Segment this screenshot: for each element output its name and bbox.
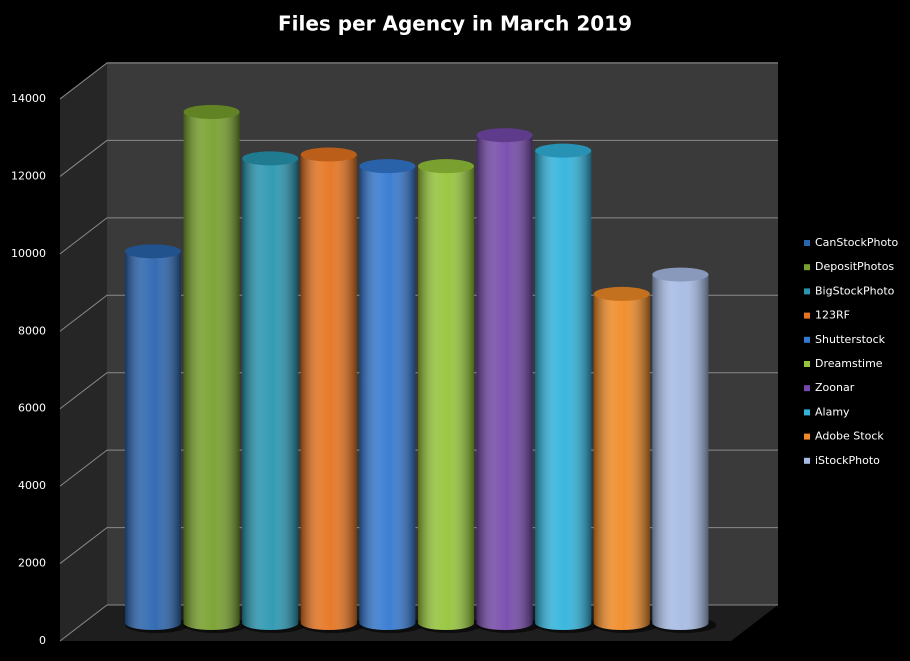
side-wall <box>60 62 107 641</box>
bar-shading <box>125 251 181 631</box>
y-tick-label: 0 <box>39 634 46 647</box>
legend-swatch <box>804 457 810 464</box>
bar-top <box>593 286 650 301</box>
bar-top-shading <box>535 143 592 158</box>
legend-label: Alamy <box>815 405 850 418</box>
bar-top <box>359 159 416 174</box>
legend-swatch <box>804 336 810 343</box>
legend-swatch <box>804 361 810 367</box>
legend-label: Zoonar <box>815 381 855 394</box>
bar-shading <box>359 166 416 631</box>
bar-shading <box>535 150 592 631</box>
bar-top-shading <box>300 147 357 162</box>
bar-shading <box>418 166 474 630</box>
legend-label: Dreamstime <box>815 357 883 370</box>
y-tick-label: 6000 <box>18 402 46 415</box>
legend-label: Adobe Stock <box>815 430 884 443</box>
legend-swatch <box>804 385 810 392</box>
bar-shading <box>183 111 240 631</box>
bar-top <box>242 151 299 166</box>
y-tick-label: 8000 <box>18 324 46 337</box>
plot: 0 2000 4000 6000 8000 10000 12000 14000 CanStock… <box>11 62 898 647</box>
bar-shading <box>300 154 357 631</box>
legend-swatch <box>804 433 810 440</box>
y-tick-label: 14000 <box>11 92 46 105</box>
legend-label: iStockPhoto <box>815 454 880 467</box>
bar-shading <box>476 135 533 631</box>
legend-swatch <box>804 409 810 416</box>
bar-top-shading <box>418 159 474 174</box>
grid-line <box>59 139 778 177</box>
legend-label: Shutterstock <box>815 333 886 346</box>
legend-swatch <box>804 264 810 271</box>
bar-top <box>652 267 709 282</box>
bar-top <box>125 244 181 259</box>
bar-top-shading <box>183 104 240 119</box>
grid-line <box>59 62 778 100</box>
bar-top <box>535 143 592 158</box>
bar-top <box>418 159 474 174</box>
bar-shading <box>652 274 709 631</box>
bar-top-shading <box>359 159 416 174</box>
legend-label: BigStockPhoto <box>815 284 895 297</box>
bar-shading <box>242 158 299 630</box>
bar-top-shading <box>242 151 299 166</box>
bar-top-shading <box>652 267 709 282</box>
y-tick-label: 2000 <box>18 557 46 570</box>
y-tick-label: 12000 <box>11 169 46 182</box>
legend-label: CanStockPhoto <box>815 236 898 249</box>
bar-top <box>476 128 533 143</box>
bar-top <box>300 147 357 162</box>
legend-swatch <box>804 312 810 319</box>
bar-top-shading <box>476 128 533 143</box>
legend-swatch <box>804 288 810 295</box>
bar-top-shading <box>125 244 181 259</box>
bar-top <box>183 104 240 119</box>
legend-swatch <box>804 240 810 246</box>
y-tick-label: 4000 <box>18 479 46 492</box>
legend-label: DepositPhotos <box>815 260 894 273</box>
y-tick-label: 10000 <box>11 247 46 260</box>
bar-shading <box>593 293 650 631</box>
bar-top-shading <box>593 286 650 301</box>
chart-title: Files per Agency in March 2019 <box>278 12 632 36</box>
legend-label: 123RF <box>815 309 850 322</box>
